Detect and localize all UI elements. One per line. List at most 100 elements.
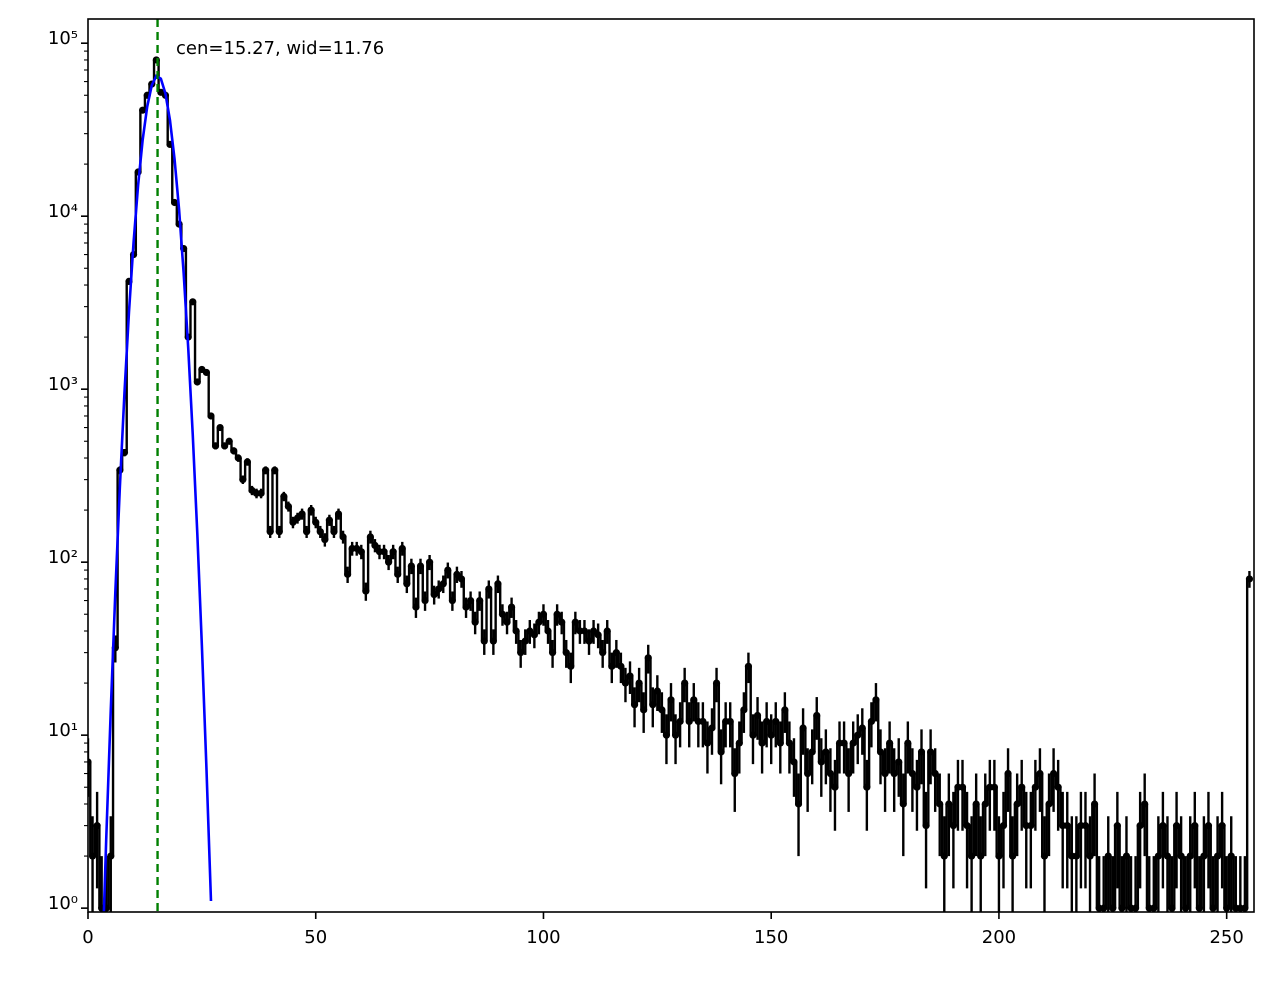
data-point xyxy=(207,412,215,420)
data-point xyxy=(344,570,352,578)
data-point xyxy=(790,758,798,766)
data-point xyxy=(567,662,575,670)
data-point xyxy=(904,739,912,747)
data-point xyxy=(936,800,944,808)
data-point xyxy=(412,603,420,611)
data-point xyxy=(913,783,921,791)
data-point xyxy=(1018,783,1026,791)
data-point xyxy=(503,618,511,626)
y-tick-label: 10³ xyxy=(48,374,78,395)
data-point xyxy=(430,590,438,599)
data-point xyxy=(635,679,643,687)
data-point xyxy=(1100,904,1108,912)
data-point xyxy=(316,528,324,536)
data-point xyxy=(307,506,315,514)
data-point xyxy=(1209,904,1217,912)
data-point xyxy=(530,631,538,639)
data-point xyxy=(699,717,707,726)
data-point xyxy=(1013,800,1021,808)
data-point xyxy=(444,566,452,574)
data-point xyxy=(152,56,160,64)
data-point xyxy=(776,739,784,747)
data-point xyxy=(603,627,611,635)
plot-area xyxy=(88,19,1254,912)
data-point xyxy=(562,649,570,657)
data-point xyxy=(858,724,866,732)
data-point xyxy=(630,701,639,709)
data-point xyxy=(426,558,434,566)
data-point xyxy=(1163,852,1172,860)
data-point xyxy=(439,580,447,588)
data-point xyxy=(945,800,953,808)
data-point xyxy=(781,706,789,714)
data-point xyxy=(585,637,593,645)
data-point xyxy=(275,528,283,536)
data-point xyxy=(977,852,985,860)
data-point xyxy=(940,852,948,860)
data-point xyxy=(1154,852,1162,860)
data-point xyxy=(257,489,265,497)
data-point xyxy=(949,822,957,830)
data-point xyxy=(88,758,92,766)
data-point xyxy=(895,758,903,766)
data-point xyxy=(726,717,734,726)
data-point xyxy=(931,769,939,778)
data-point xyxy=(1191,822,1199,830)
data-point xyxy=(234,454,242,462)
data-point xyxy=(681,679,689,687)
data-point xyxy=(271,466,279,474)
data-point xyxy=(1177,852,1185,860)
data-point xyxy=(1182,904,1190,912)
data-point xyxy=(845,769,853,778)
y-tick-label: 10⁰ xyxy=(48,893,78,914)
data-point xyxy=(958,783,967,791)
data-point xyxy=(448,596,456,605)
data-point xyxy=(139,106,147,114)
data-point xyxy=(544,627,552,635)
data-point xyxy=(1159,822,1167,830)
data-point xyxy=(1049,769,1058,778)
data-point xyxy=(640,706,648,714)
data-point xyxy=(571,618,579,626)
data-point xyxy=(995,852,1003,860)
data-point xyxy=(280,492,288,500)
data-point xyxy=(1195,904,1203,912)
data-point xyxy=(403,580,411,588)
axes-frame xyxy=(87,18,1255,913)
data-point xyxy=(466,596,475,605)
data-point xyxy=(371,541,379,550)
data-point xyxy=(298,510,306,518)
data-point xyxy=(1090,800,1099,808)
data-point xyxy=(763,717,771,726)
data-point xyxy=(93,822,101,830)
data-point xyxy=(1245,575,1254,583)
data-point xyxy=(1227,852,1235,860)
data-point xyxy=(927,748,935,756)
data-point xyxy=(507,603,516,611)
data-point xyxy=(867,717,876,726)
data-point xyxy=(849,739,857,747)
data-point xyxy=(489,637,497,645)
y-tick-label: 10¹ xyxy=(48,720,78,741)
data-point xyxy=(999,822,1008,830)
data-point xyxy=(626,672,634,680)
data-point xyxy=(462,603,470,611)
x-tick-label: 200 xyxy=(982,927,1016,948)
data-point xyxy=(289,518,297,526)
data-point xyxy=(330,528,338,536)
data-point xyxy=(644,654,652,662)
data-point xyxy=(658,706,666,714)
data-point xyxy=(476,596,484,605)
data-point xyxy=(772,717,780,726)
data-point xyxy=(753,711,762,720)
data-point xyxy=(740,706,748,714)
data-point xyxy=(303,528,311,536)
y-tick-label: 10² xyxy=(48,547,78,568)
data-point xyxy=(826,769,835,778)
data-point xyxy=(334,510,343,518)
data-point xyxy=(822,748,830,756)
data-point xyxy=(662,731,671,739)
data-point xyxy=(1172,822,1181,830)
data-point xyxy=(512,627,520,635)
